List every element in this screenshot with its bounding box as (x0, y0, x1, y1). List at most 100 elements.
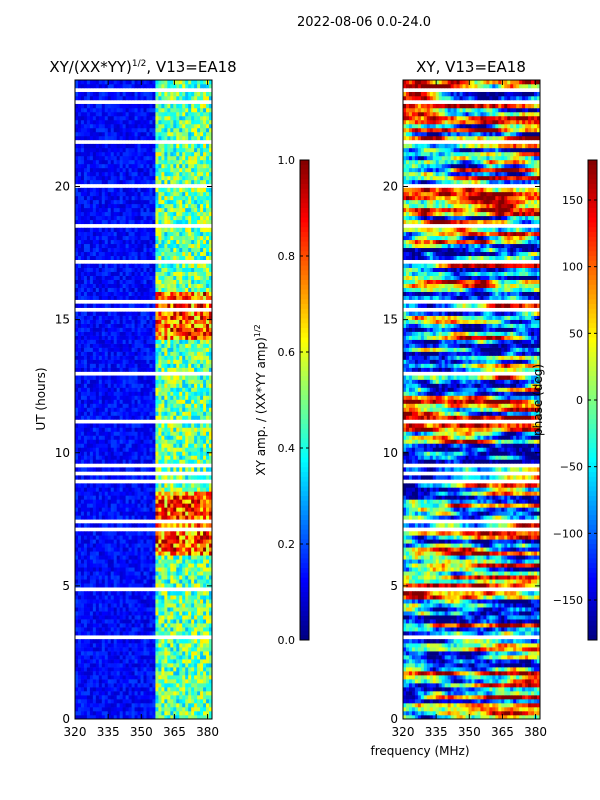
heatmap-cell (146, 247, 150, 253)
heatmap-cell (110, 495, 115, 500)
heatmap-cell (83, 359, 88, 364)
heatmap-cell (206, 567, 210, 572)
heatmap-cell (161, 619, 165, 624)
heatmap-cell (155, 647, 159, 652)
heatmap-cell (149, 263, 153, 268)
heatmap-cell (188, 547, 192, 552)
heatmap-cell (182, 583, 186, 588)
heatmap-cell (143, 339, 147, 344)
heatmap-cell (176, 303, 180, 308)
heatmap-cell (75, 435, 79, 440)
heatmap-cell (107, 547, 112, 552)
heatmap-cell (185, 291, 189, 296)
heatmap-cell (113, 663, 118, 668)
heatmap-cell (134, 495, 138, 500)
heatmap-cell (200, 391, 204, 396)
heatmap-cell (92, 387, 97, 392)
heatmap-cell (170, 427, 174, 432)
heatmap-cell (101, 647, 106, 652)
heatmap-cell (152, 327, 156, 332)
heatmap-cell (89, 679, 94, 684)
heatmap-cell (137, 319, 141, 324)
heatmap-cell (197, 395, 201, 400)
heatmap-cell (191, 247, 195, 253)
heatmap-cell (146, 579, 150, 584)
heatmap-cell (179, 599, 183, 604)
heatmap-cell (191, 415, 195, 420)
heatmap-cell (122, 703, 127, 708)
heatmap-cell (185, 539, 189, 544)
heatmap-cell (158, 531, 162, 536)
heatmap-cell (158, 623, 162, 628)
heatmap-cell (182, 495, 186, 500)
heatmap-cell (194, 459, 198, 464)
heatmap-cell (164, 691, 168, 696)
heatmap-cell (131, 595, 135, 600)
heatmap-cell (146, 391, 150, 396)
heatmap-cell (92, 623, 97, 628)
heatmap-cell (134, 567, 138, 572)
heatmap-cell (167, 427, 171, 432)
heatmap-cell (101, 303, 106, 308)
heatmap-cell (164, 555, 168, 560)
heatmap-cell (83, 715, 88, 720)
heatmap-cell (152, 415, 156, 420)
heatmap-cell (116, 303, 121, 308)
heatmap-cell (140, 539, 144, 544)
heatmap-cell (125, 287, 130, 292)
heatmap-cell (203, 499, 207, 504)
heatmap-cell (116, 407, 121, 412)
heatmap-cell (164, 515, 168, 520)
heatmap-cell (92, 415, 97, 420)
heatmap-cell (197, 403, 201, 408)
heatmap-cell (122, 715, 127, 720)
heatmap-cell (107, 711, 112, 716)
heatmap-cell (146, 531, 150, 536)
heatmap-cell (131, 699, 135, 704)
heatmap-cell (182, 595, 186, 600)
heatmap-cell (122, 311, 127, 316)
heatmap-cell (203, 539, 207, 544)
heatmap-cell (146, 343, 150, 348)
heatmap-cell (155, 655, 159, 660)
heatmap-cell (89, 363, 94, 368)
heatmap-cell (179, 615, 183, 620)
heatmap-cell (182, 351, 186, 356)
heatmap-cell (179, 467, 183, 472)
heatmap-cell (83, 547, 88, 552)
heatmap-cell (107, 243, 112, 249)
heatmap-cell (89, 447, 94, 452)
heatmap-cell (125, 515, 130, 520)
heatmap-cell (122, 647, 127, 652)
heatmap-cell (140, 275, 144, 280)
heatmap-cell (110, 563, 115, 568)
heatmap-cell (119, 247, 124, 253)
heatmap-cell (146, 399, 150, 404)
heatmap-cell (194, 703, 198, 708)
heatmap-cell (95, 431, 100, 436)
heatmap-cell (155, 495, 159, 500)
heatmap-cell (182, 667, 186, 672)
heatmap-cell (107, 303, 112, 308)
heatmap-cell (206, 627, 210, 632)
heatmap-cell (104, 431, 109, 436)
heatmap-cell (128, 359, 132, 364)
heatmap-cell (113, 515, 118, 520)
heatmap-cell (128, 615, 132, 620)
heatmap-cell (155, 251, 159, 257)
heatmap-cell (209, 403, 213, 408)
heatmap-cell (188, 399, 192, 404)
heatmap-cell (83, 487, 88, 492)
heatmap-cell (131, 591, 135, 596)
heatmap-cell (155, 631, 159, 636)
heatmap-cell (209, 595, 213, 600)
heatmap-cell (140, 655, 144, 660)
heatmap-cell (86, 403, 91, 408)
heatmap-cell (161, 251, 165, 257)
heatmap-cell (77, 311, 82, 316)
heatmap-cell (104, 511, 109, 516)
heatmap-cell (200, 595, 204, 600)
heatmap-cell (125, 511, 130, 516)
heatmap-cell (167, 359, 171, 364)
heatmap-cell (110, 707, 115, 712)
